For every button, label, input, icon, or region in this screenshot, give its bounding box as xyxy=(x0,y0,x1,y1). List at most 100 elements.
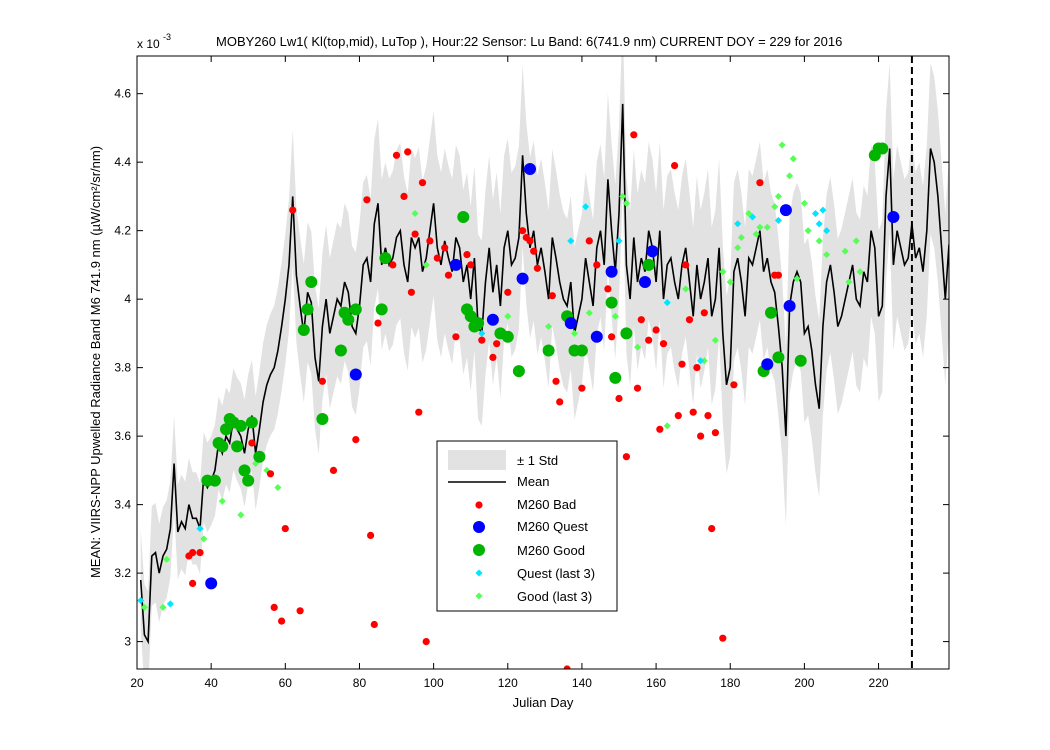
x-tick-label: 220 xyxy=(869,676,889,690)
quest-point xyxy=(516,272,529,285)
x-tick-label: 40 xyxy=(204,676,218,690)
good-point xyxy=(297,324,310,336)
good-point xyxy=(216,440,229,453)
bad-point xyxy=(433,254,441,262)
x-tick-label: 60 xyxy=(279,676,293,690)
good-last3-point xyxy=(711,336,719,344)
quest-point xyxy=(646,245,659,258)
bad-point xyxy=(578,384,586,392)
good-last3-point xyxy=(745,209,753,218)
y-tick-label: 3.2 xyxy=(114,566,131,580)
bad-point xyxy=(526,237,534,245)
legend-label-good: M260 Good xyxy=(517,543,585,558)
legend-good-marker xyxy=(473,544,485,556)
quest-last3-point xyxy=(615,237,623,245)
quest-last3-point xyxy=(137,596,145,605)
x-tick-label: 80 xyxy=(353,676,367,690)
good-point xyxy=(605,296,618,309)
good-point xyxy=(208,474,221,487)
bad-point xyxy=(552,377,560,385)
good-point xyxy=(231,440,244,453)
good-point xyxy=(349,303,362,316)
x-tick-label: 200 xyxy=(794,676,814,690)
quest-last3-point xyxy=(774,216,782,224)
good-last3-point xyxy=(771,203,779,211)
legend-label-quest-last3: Quest (last 3) xyxy=(517,566,595,581)
good-point xyxy=(794,354,807,367)
good-point xyxy=(379,252,392,265)
y-exponent-label: x 10 -3 xyxy=(137,32,171,51)
bad-point xyxy=(422,638,430,646)
quest-point xyxy=(761,358,774,371)
good-point xyxy=(238,464,251,477)
good-last3-point xyxy=(611,312,619,320)
quest-point xyxy=(887,211,900,223)
bad-point xyxy=(697,432,705,440)
good-point xyxy=(245,416,258,429)
good-last3-point xyxy=(789,155,797,163)
legend-quest-marker xyxy=(473,521,485,533)
bad-point xyxy=(719,634,727,642)
good-last3-point xyxy=(622,199,630,207)
quest-point xyxy=(564,317,577,330)
good-point xyxy=(253,450,266,463)
good-last3-point xyxy=(737,233,745,242)
bad-point xyxy=(730,381,738,389)
mean-line xyxy=(139,103,949,645)
bad-point xyxy=(689,408,697,416)
y-exponent-base: x 10 xyxy=(137,37,160,51)
good-point xyxy=(575,344,588,357)
bad-point xyxy=(630,131,638,139)
good-last3-point xyxy=(585,309,593,317)
y-tick-label: 3 xyxy=(124,635,131,649)
good-point xyxy=(620,327,633,340)
bad-point xyxy=(363,196,371,204)
bad-point xyxy=(296,607,304,615)
good-point xyxy=(642,258,655,271)
quest-last3-point xyxy=(478,329,486,337)
bad-point xyxy=(329,466,338,474)
bad-point xyxy=(563,665,571,669)
plot-frame xyxy=(136,55,950,670)
good-last3-point xyxy=(763,223,771,231)
quest-point xyxy=(779,204,792,217)
good-last3-point xyxy=(274,483,282,492)
x-tick-label: 100 xyxy=(424,676,444,690)
quest-point xyxy=(783,300,796,312)
bad-point xyxy=(708,525,716,533)
bad-point xyxy=(645,336,653,344)
quest-last3-point xyxy=(166,600,174,608)
bad-point xyxy=(478,336,486,344)
bad-point xyxy=(426,237,434,245)
good-last3-point xyxy=(200,535,208,543)
bad-point xyxy=(652,326,660,334)
bad-point xyxy=(463,251,471,259)
x-tick-label: 120 xyxy=(498,676,518,690)
good-point xyxy=(242,474,255,487)
legend-label-mean: Mean xyxy=(517,474,550,489)
bad-point xyxy=(404,148,412,156)
std-band xyxy=(140,56,949,669)
y-exponent-power: -3 xyxy=(163,32,171,42)
good-last3-point xyxy=(752,230,760,238)
good-point xyxy=(609,371,622,384)
bad-point xyxy=(519,227,527,235)
bad-point xyxy=(400,192,408,200)
bad-point xyxy=(671,162,679,170)
y-axis-label: MEAN: VIIRS-NPP Upwelled Radiance Band M… xyxy=(88,146,103,578)
bad-point xyxy=(678,360,686,368)
good-point xyxy=(334,344,347,357)
quest-last3-point xyxy=(734,220,742,228)
good-last3-point xyxy=(411,209,419,218)
bad-point xyxy=(533,264,542,272)
legend-label-quest: M260 Quest xyxy=(517,519,588,534)
bad-point xyxy=(608,333,616,341)
y-tick-label: 3.8 xyxy=(114,361,131,375)
good-point xyxy=(472,317,485,330)
good-last3-point xyxy=(804,227,812,235)
bad-point xyxy=(593,261,601,269)
bad-point xyxy=(352,436,360,444)
bad-point xyxy=(278,617,286,625)
good-point xyxy=(457,211,470,223)
